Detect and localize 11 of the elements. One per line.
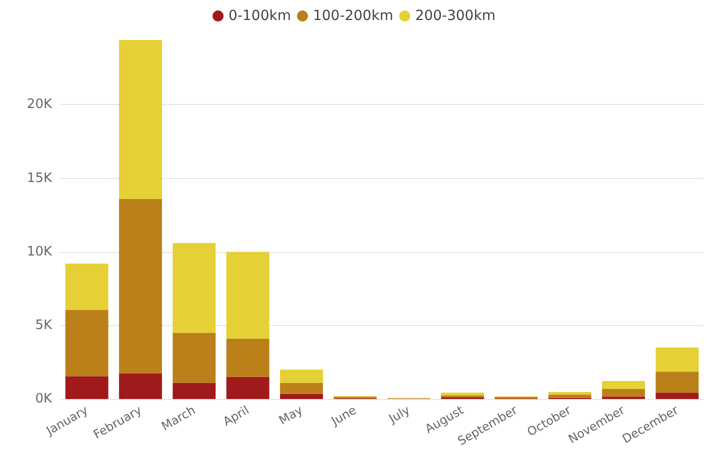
legend-label: 200-300km <box>415 8 496 24</box>
legend-label: 0-100km <box>228 8 291 24</box>
x-tick-label: May <box>276 402 305 428</box>
x-tick-label: July <box>386 402 412 426</box>
x-tick-label: June <box>328 402 359 429</box>
y-tick-label: 15K <box>26 170 52 186</box>
y-tick-label: 20K <box>26 97 52 112</box>
y-tick-label: 10K <box>26 244 52 260</box>
y-tick-label: 5K <box>35 318 52 333</box>
legend-label: 100-200km <box>312 8 394 24</box>
y-tick-label: 0K <box>35 392 52 406</box>
